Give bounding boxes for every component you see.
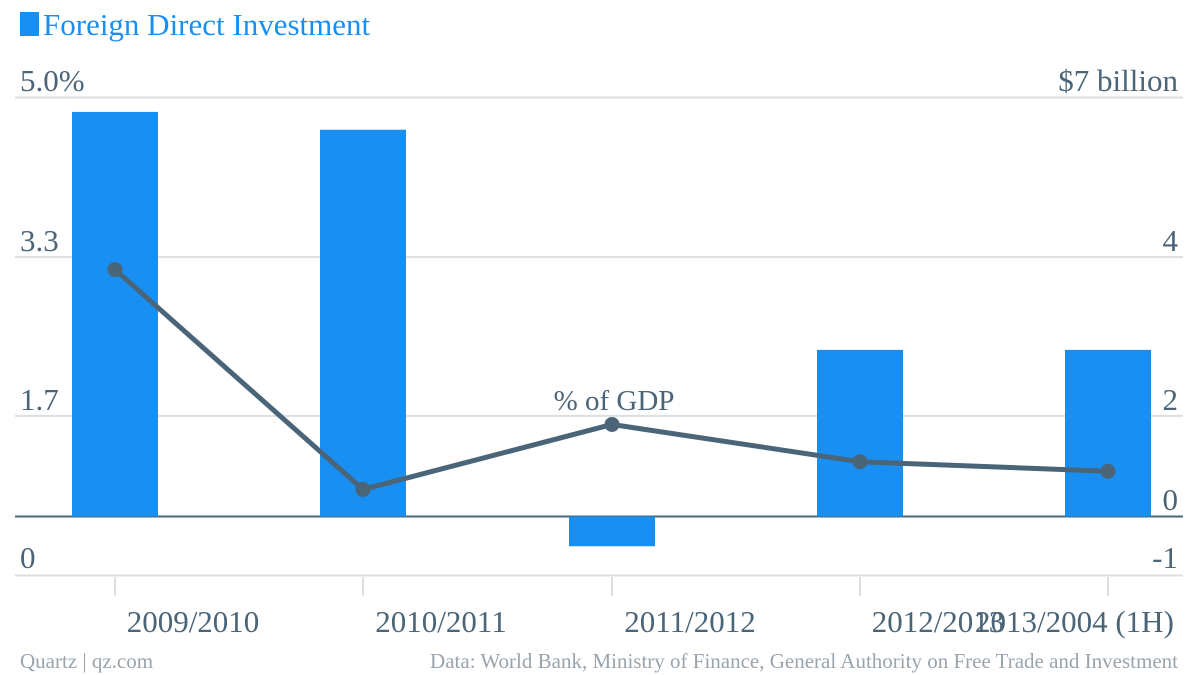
- category-label: 2013/2004 (1H): [975, 604, 1174, 639]
- line-point: [1100, 463, 1116, 479]
- legend-label: Foreign Direct Investment: [43, 7, 371, 42]
- line-series: [107, 262, 1116, 497]
- bar: [817, 349, 903, 517]
- bar: [569, 516, 655, 547]
- category-label: 2011/2012: [624, 604, 755, 639]
- line-point: [355, 481, 371, 497]
- category-label: 2012/2013: [872, 604, 1005, 639]
- right-axis-tick-label: 0: [1163, 482, 1179, 517]
- bar-series: [72, 111, 1151, 547]
- category-label: 2010/2011: [375, 604, 506, 639]
- annotation-label: % of GDP: [554, 385, 675, 417]
- line-path: [113, 267, 1109, 492]
- right-axis-tick-label: $7 billion: [1058, 63, 1178, 98]
- bar: [72, 111, 158, 517]
- gridlines: [15, 96, 1183, 596]
- left-axis-tick-label: 1.7: [20, 382, 59, 417]
- line-point: [604, 416, 620, 432]
- legend-swatch: [20, 12, 39, 36]
- right-axis-tick-label: -1: [1152, 540, 1178, 575]
- footer-source-left: Quartz | qz.com: [20, 649, 153, 673]
- category-label: 2009/2010: [127, 604, 260, 639]
- bar: [1065, 349, 1151, 517]
- footer-source-right: Data: World Bank, Ministry of Finance, G…: [430, 649, 1178, 673]
- line-point: [107, 262, 123, 278]
- left-axis-tick-label: 3.3: [20, 223, 59, 258]
- axes: 5.0% 3.3 1.7 0 $7 billion 4 2 0 -1 2009/2010 2010/…: [20, 63, 1179, 639]
- left-axis-tick-label: 0: [20, 540, 36, 575]
- bar: [320, 129, 406, 517]
- left-axis-tick-label: 5.0%: [20, 63, 85, 98]
- line-point: [852, 454, 868, 470]
- right-axis-tick-label: 2: [1163, 382, 1179, 417]
- right-axis-tick-label: 4: [1163, 223, 1179, 258]
